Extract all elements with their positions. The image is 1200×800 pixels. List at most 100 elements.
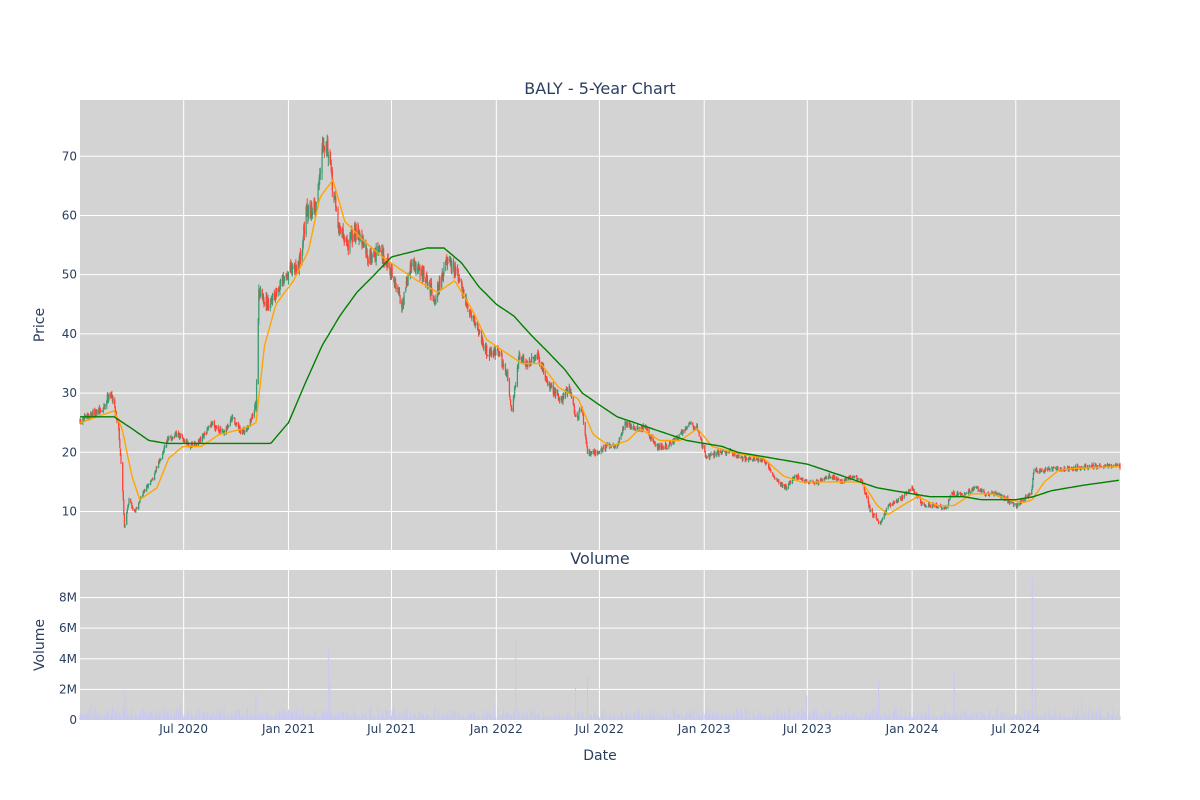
volume-bar [834, 717, 836, 720]
volume-bar [1051, 716, 1053, 720]
volume-bar [658, 718, 660, 720]
volume-bar [662, 715, 664, 720]
candle-body [106, 401, 108, 406]
volume-bar [781, 714, 783, 720]
candle-body [706, 455, 708, 459]
volume-bar [634, 714, 636, 720]
candle-body [374, 252, 376, 258]
volume-bar [298, 716, 300, 720]
volume-bar [957, 713, 959, 720]
candle-body [343, 237, 345, 244]
volume-bar [789, 715, 791, 720]
volume-bar [172, 717, 174, 720]
volume-bar [473, 713, 475, 720]
candle-body [123, 514, 126, 527]
volume-bar [732, 713, 734, 720]
volume-bar [253, 718, 255, 720]
volume-bar [825, 715, 827, 720]
volume-chart-title: Volume [570, 549, 630, 568]
candle-body [654, 443, 656, 445]
volume-bar [574, 717, 576, 720]
candle-body [1043, 471, 1045, 473]
volume-bar [744, 717, 746, 720]
candle-body [648, 429, 650, 436]
volume-bar [339, 714, 341, 720]
volume-bar [1019, 715, 1021, 720]
volume-bar [606, 717, 608, 720]
volume-bar [913, 716, 915, 720]
volume-bar [712, 714, 714, 720]
candle-body [857, 478, 860, 480]
candle-body [466, 303, 468, 306]
volume-bar [585, 718, 587, 720]
candle-body [259, 297, 261, 298]
candle-body [650, 436, 652, 439]
volume-bar [1005, 716, 1007, 720]
volume-bar [670, 715, 672, 720]
candle-body [270, 298, 272, 305]
volume-bar [728, 715, 730, 720]
volume-bar [698, 715, 700, 720]
candle-body [202, 434, 204, 436]
volume-bar [1076, 712, 1078, 720]
volume-bar [521, 717, 523, 720]
volume-bar [669, 718, 671, 720]
candle-body [163, 446, 165, 451]
volume-bar [870, 712, 872, 720]
volume-bar [139, 717, 141, 720]
volume-bar [964, 712, 966, 720]
candle-body [784, 485, 786, 489]
volume-bar [1112, 713, 1114, 720]
volume-bar [418, 717, 420, 720]
volume-bar [397, 715, 399, 720]
candle-body [251, 414, 254, 417]
candle-body [403, 292, 405, 305]
candle-body [952, 493, 954, 495]
volume-bar [765, 717, 767, 720]
volume-bar [961, 715, 963, 720]
candle-body [195, 443, 197, 445]
candle-body [736, 454, 738, 458]
volume-bar [358, 716, 360, 720]
volume-bar [311, 717, 313, 720]
volume-bar [749, 718, 751, 720]
volume-bar [762, 714, 764, 720]
volume-bar [891, 717, 893, 720]
volume-bar [158, 710, 160, 720]
volume-bar [1023, 709, 1025, 720]
candle-body [1032, 472, 1035, 479]
volume-bar [206, 712, 208, 720]
volume-bar [1095, 711, 1097, 720]
volume-bar [506, 710, 508, 720]
volume-bar [238, 710, 240, 720]
candle-body [576, 413, 578, 417]
candle-body [797, 474, 799, 477]
candle-body [244, 431, 246, 434]
volume-bar [872, 709, 874, 720]
candle-body [535, 355, 537, 359]
candle-body [495, 350, 497, 356]
volume-bar [782, 717, 784, 720]
volume-bar [700, 715, 702, 720]
candle-body [82, 418, 84, 424]
candle-body [371, 255, 373, 257]
volume-bar [119, 711, 121, 720]
volume-bar [458, 718, 460, 720]
volume-bar [601, 714, 603, 720]
volume-bar [1015, 714, 1017, 720]
candle-body [510, 405, 512, 408]
volume-bar [517, 715, 519, 720]
volume-bar [218, 710, 220, 720]
candle-body [346, 240, 348, 244]
candle-body [692, 422, 694, 425]
candle-body [377, 246, 379, 254]
volume-bar [478, 717, 480, 720]
candle-body [1011, 501, 1013, 503]
volume-bar [383, 717, 385, 720]
candle-body [157, 460, 160, 468]
volume-bar [1068, 717, 1070, 720]
volume-bar [500, 717, 502, 720]
candle-body [163, 450, 165, 452]
volume-bar [260, 716, 262, 720]
volume-bar [570, 716, 572, 720]
